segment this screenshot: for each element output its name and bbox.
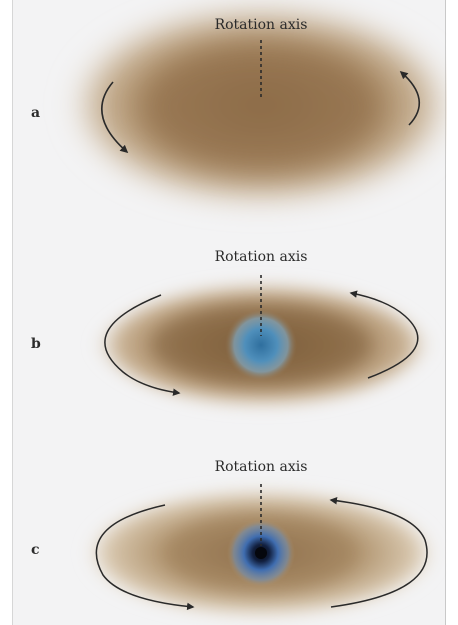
panel-a-rotation-arrow-left (101, 81, 129, 154)
panel-a-axis-label: Rotation axis (215, 17, 308, 33)
panel-b-letter: b (31, 336, 41, 352)
panel-c-axis-label: Rotation axis (215, 459, 308, 475)
gas-cloud-a-core (141, 46, 381, 170)
panel-a-letter: a (31, 105, 40, 121)
panel-c-protostar (255, 547, 267, 559)
panel-b: Rotation axis b (31, 249, 433, 408)
protostar-collapse-diagram: Rotation axis a Rotation axis b Rotation… (31, 5, 447, 617)
panel-c-rotation-arrow-left (95, 504, 195, 611)
panel-b-blue-core (225, 309, 297, 381)
panel-b-rotation-arrow-right (349, 290, 419, 379)
panel-b-rotation-arrow-left (104, 294, 181, 396)
panel-a: Rotation axis a (31, 5, 447, 205)
panel-c-letter: c (31, 542, 40, 558)
panel-b-axis-label: Rotation axis (215, 249, 308, 265)
diagram-frame: Rotation axis a Rotation axis b Rotation… (12, 0, 447, 625)
panel-c: Rotation axis c (31, 459, 437, 617)
panel-a-rotation-arrow-right (399, 70, 421, 126)
panel-c-rotation-arrow-right (329, 497, 428, 608)
